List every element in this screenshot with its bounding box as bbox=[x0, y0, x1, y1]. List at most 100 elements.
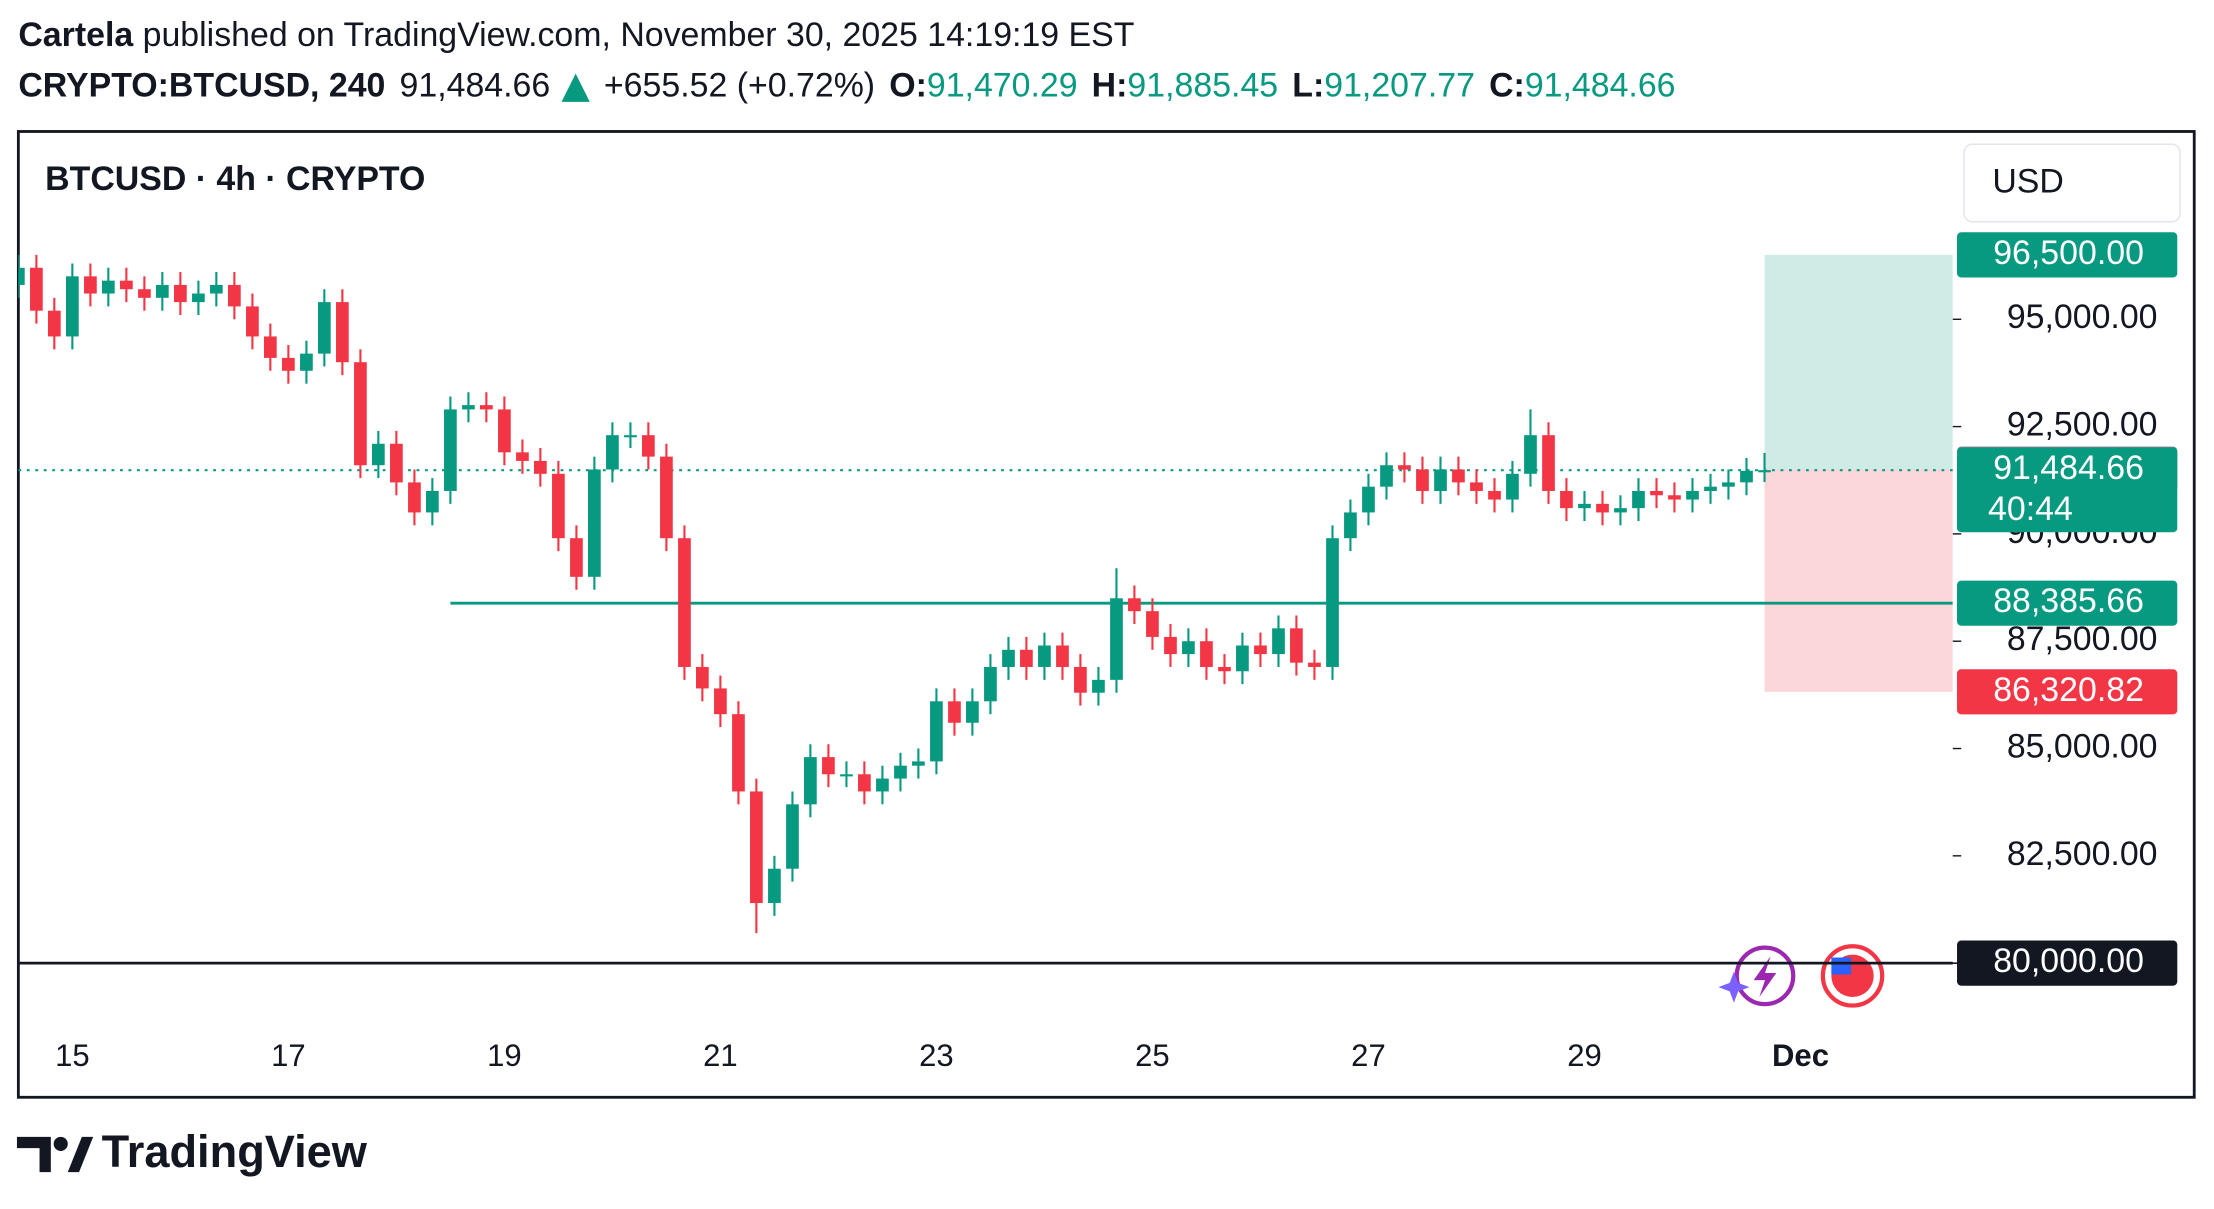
logo bbox=[16, 1136, 94, 1173]
plot bbox=[18, 254, 1953, 934]
candle-body bbox=[858, 774, 871, 792]
price-tag-label: 80,000.00 bbox=[1993, 942, 2144, 980]
price-tag-label: 91,484.66 bbox=[1993, 449, 2144, 487]
c-label: C: bbox=[1489, 67, 1525, 105]
candle-body bbox=[1398, 465, 1411, 470]
y-tick-label: 92,500.00 bbox=[2007, 406, 2158, 444]
candle-body bbox=[1758, 470, 1771, 473]
flag-canton bbox=[1831, 957, 1852, 975]
candle-body bbox=[1038, 645, 1051, 667]
candle-body bbox=[876, 778, 889, 792]
candle-body bbox=[1074, 666, 1087, 693]
candle-body bbox=[120, 280, 133, 290]
candle-body bbox=[840, 774, 853, 777]
candle-body bbox=[1344, 512, 1357, 539]
candle-body bbox=[425, 490, 439, 513]
candle-body bbox=[155, 284, 169, 298]
candle-body bbox=[1002, 649, 1015, 667]
candle-body bbox=[371, 443, 385, 466]
last: 91,484.66 bbox=[400, 67, 551, 105]
candle-body bbox=[1146, 611, 1159, 637]
candle-body bbox=[1578, 503, 1591, 509]
candle-body bbox=[1254, 645, 1267, 655]
price-tag bbox=[1957, 580, 2178, 626]
candle-body bbox=[966, 701, 979, 723]
candle-body bbox=[192, 293, 205, 303]
published: published on TradingView.com, November 3… bbox=[143, 16, 1135, 54]
candle-body bbox=[1290, 628, 1303, 663]
candle-body bbox=[516, 452, 529, 461]
x-tick-label: 27 bbox=[1351, 1038, 1386, 1073]
candle-body bbox=[480, 405, 493, 410]
price-axis: 80,000.0082,500.0085,000.0087,500.0090,0… bbox=[1952, 232, 2178, 986]
candle-body bbox=[138, 289, 151, 298]
candle-body bbox=[444, 409, 457, 491]
quote-line: CRYPTO:BTCUSD, 240 91,484.66 +655.52 (+0.7… bbox=[18, 67, 1675, 105]
candle-body bbox=[408, 482, 421, 513]
countdown: 40:44 bbox=[1988, 490, 2073, 528]
candle-body bbox=[768, 868, 781, 904]
candle-body bbox=[228, 284, 241, 307]
candle-body bbox=[1452, 469, 1465, 483]
candle-body bbox=[354, 362, 367, 466]
c-value: 91,484.66 bbox=[1525, 67, 1676, 105]
candle-body bbox=[1200, 641, 1213, 667]
chart-frame bbox=[16, 130, 2196, 1099]
candle-body bbox=[1380, 465, 1393, 487]
candle-body bbox=[390, 443, 403, 483]
candle-body bbox=[786, 804, 799, 869]
candle-body bbox=[930, 701, 943, 762]
change: +655.52 (+0.72%) bbox=[604, 67, 875, 105]
candle-body bbox=[498, 409, 511, 453]
candle-body bbox=[1218, 666, 1231, 672]
l-label: L: bbox=[1292, 67, 1324, 105]
y-tick-label: 95,000.00 bbox=[2007, 298, 2158, 336]
y-tick-label: 82,500.00 bbox=[2007, 835, 2158, 873]
candle-body bbox=[462, 405, 475, 410]
publish-line: Cartela published on TradingView.com, No… bbox=[18, 16, 1134, 54]
price-tag bbox=[1957, 447, 2178, 533]
candle-body bbox=[822, 757, 835, 775]
candle-body bbox=[1128, 598, 1141, 612]
x-tick-label: 29 bbox=[1567, 1038, 1602, 1073]
candle-body bbox=[174, 284, 187, 303]
candle-body bbox=[750, 791, 763, 904]
price-tag bbox=[1957, 940, 2178, 986]
sparkle bbox=[1718, 971, 1750, 1003]
price-tag-label: 96,500.00 bbox=[1993, 234, 2144, 272]
candle-body bbox=[18, 267, 25, 285]
x-tick-label: 15 bbox=[55, 1038, 90, 1073]
candle-body bbox=[1326, 538, 1339, 667]
o-label: O: bbox=[889, 67, 927, 105]
candle-body bbox=[534, 460, 547, 474]
x-tick-label: 21 bbox=[703, 1038, 738, 1073]
candle-body bbox=[948, 701, 961, 723]
h-value: 91,885.45 bbox=[1127, 67, 1278, 105]
legend: BTCUSD · 4h · CRYPTO bbox=[45, 160, 425, 198]
candle-body bbox=[1614, 508, 1627, 513]
candle-body bbox=[714, 688, 727, 715]
candle-body bbox=[336, 302, 349, 363]
bolt bbox=[1753, 956, 1777, 998]
candle-body bbox=[606, 435, 619, 470]
candle-body bbox=[642, 435, 655, 457]
symbol: CRYPTO:BTCUSD, 240 bbox=[18, 67, 385, 105]
candle-body bbox=[1524, 435, 1537, 474]
candle-body bbox=[317, 302, 331, 354]
candle-body bbox=[246, 306, 259, 337]
candle-body bbox=[1632, 490, 1645, 509]
target-zone bbox=[1764, 254, 1953, 470]
candle-body bbox=[1164, 636, 1177, 655]
candle-body bbox=[1470, 482, 1483, 491]
currency-button[interactable] bbox=[1963, 143, 2181, 223]
currency[interactable]: USD bbox=[1992, 163, 2064, 201]
candle-body bbox=[588, 469, 601, 577]
candle-body bbox=[1740, 470, 1753, 483]
stop-zone bbox=[1764, 469, 1953, 692]
candle-body bbox=[101, 280, 115, 294]
candle-body bbox=[984, 666, 997, 702]
candle-body bbox=[1506, 473, 1519, 500]
h-label: H: bbox=[1092, 67, 1128, 105]
